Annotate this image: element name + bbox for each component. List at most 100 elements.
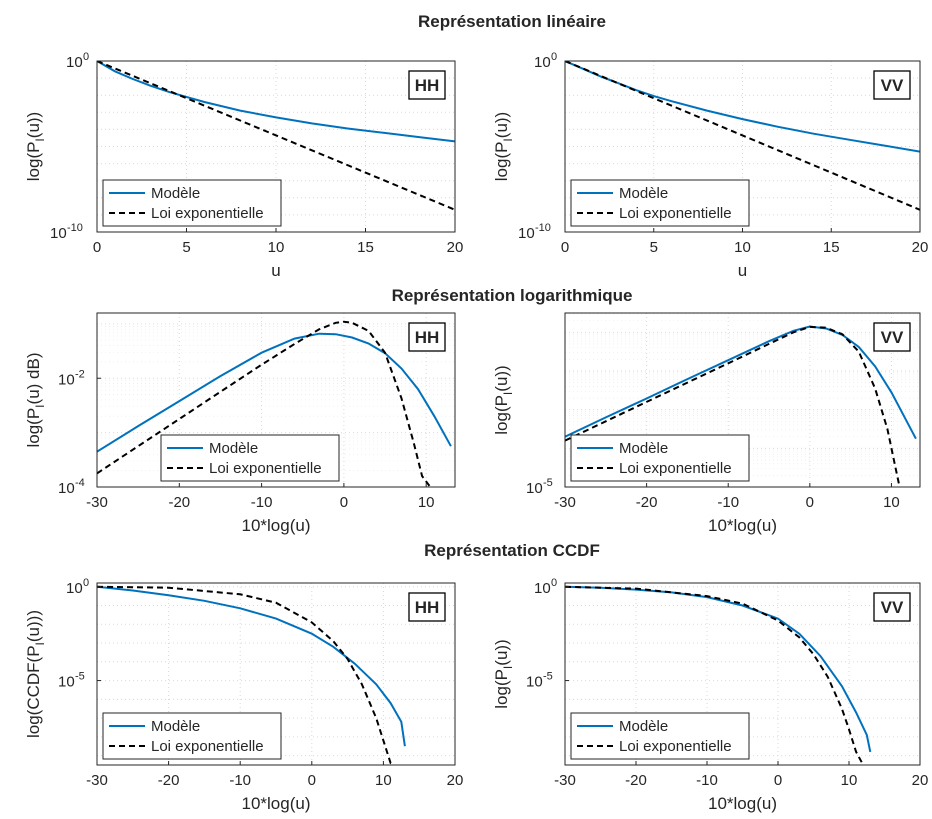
polarization-tag-box — [408, 322, 446, 352]
y-axis-label: log(PI(u)) — [24, 112, 47, 181]
legend-label: Modèle — [619, 440, 668, 457]
x-tick-label: 20 — [912, 772, 929, 789]
polarization-tag-box — [408, 592, 446, 622]
y-tick-label: 10 — [518, 225, 535, 242]
legend-box — [102, 179, 282, 227]
y-tick-exponent: 0 — [83, 577, 89, 589]
y-tick-label: 10 — [66, 580, 83, 597]
x-tick-label: 0 — [774, 772, 782, 789]
series-exponential-line — [97, 61, 455, 211]
x-tick-label: 5 — [182, 239, 190, 256]
row-title-linear: Représentation linéaire — [418, 12, 606, 31]
x-tick-label: 10 — [418, 494, 435, 511]
x-tick-label: -10 — [696, 772, 718, 789]
y-tick-exponent: 0 — [551, 577, 557, 589]
legend-label: Modèle — [209, 440, 258, 457]
legend-label: Loi exponentielle — [151, 205, 264, 222]
y-tick-exponent: -10 — [535, 222, 551, 234]
x-axis-label: 10*log(u) — [242, 794, 311, 813]
polarization-tag: VV — [881, 76, 904, 95]
x-tick-label: -10 — [251, 494, 273, 511]
x-tick-label: -30 — [554, 772, 576, 789]
x-tick-label: 10 — [883, 494, 900, 511]
series-model-line — [97, 332, 452, 453]
x-tick-label: 20 — [447, 239, 464, 256]
polarization-tag: HH — [415, 328, 440, 347]
x-tick-label: 10 — [268, 239, 285, 256]
y-tick-exponent: -4 — [75, 477, 85, 489]
series-exponential-line — [97, 585, 395, 765]
series-model-line — [97, 585, 406, 747]
legend-box — [570, 179, 750, 227]
axes-box — [96, 312, 456, 488]
x-tick-label: 15 — [823, 239, 840, 256]
y-tick-exponent: -5 — [543, 671, 553, 683]
y-tick-exponent: -5 — [75, 671, 85, 683]
x-tick-label: 20 — [912, 239, 929, 256]
x-axis-label: u — [271, 261, 280, 280]
y-axis-label: log(PI(u)) — [492, 639, 515, 708]
y-axis-label: log(CCDF(PI(u))) — [24, 610, 47, 738]
axes-box — [96, 582, 456, 766]
y-tick-label: 10 — [58, 371, 75, 388]
x-tick-label: 0 — [308, 772, 316, 789]
x-tick-label: 20 — [447, 772, 464, 789]
x-tick-label: -30 — [554, 494, 576, 511]
y-tick-exponent: 0 — [551, 51, 557, 63]
x-tick-label: -20 — [158, 772, 180, 789]
y-tick-label: 10 — [58, 480, 75, 497]
polarization-tag: VV — [881, 598, 904, 617]
x-tick-label: 10 — [841, 772, 858, 789]
x-axis-label: 10*log(u) — [708, 794, 777, 813]
y-tick-exponent: -2 — [75, 368, 85, 380]
legend-label: Loi exponentielle — [619, 460, 732, 477]
series-exponential-line — [565, 325, 901, 487]
legend-label: Loi exponentielle — [619, 738, 732, 755]
series-exponential-line — [97, 320, 432, 487]
y-axis-label: log(PI(u)) — [492, 365, 515, 434]
y-tick-exponent: -5 — [543, 477, 553, 489]
y-tick-exponent: -10 — [67, 222, 83, 234]
x-axis-label: 10*log(u) — [708, 516, 777, 535]
legend-label: Modèle — [151, 718, 200, 735]
legend-label: Loi exponentielle — [151, 738, 264, 755]
x-tick-label: 0 — [340, 494, 348, 511]
x-tick-label: -30 — [86, 494, 108, 511]
legend-box — [160, 434, 340, 482]
x-tick-label: -30 — [86, 772, 108, 789]
x-tick-label: 0 — [93, 239, 101, 256]
y-axis-label: log(PI(u) dB) — [24, 353, 47, 448]
y-tick-label: 10 — [58, 674, 75, 691]
legend-label: Modèle — [619, 718, 668, 735]
polarization-tag: VV — [881, 328, 904, 347]
row-title-log: Représentation logarithmique — [392, 286, 633, 305]
polarization-tag-box — [873, 70, 911, 100]
y-tick-label: 10 — [526, 480, 543, 497]
y-tick-label: 10 — [526, 674, 543, 691]
x-tick-label: 5 — [650, 239, 658, 256]
legend-box — [570, 712, 750, 760]
legend-label: Modèle — [619, 185, 668, 202]
axes-box — [564, 312, 921, 488]
x-tick-label: -10 — [717, 494, 739, 511]
x-tick-label: 0 — [806, 494, 814, 511]
x-tick-label: 10 — [734, 239, 751, 256]
x-tick-label: -20 — [168, 494, 190, 511]
y-axis-label: log(PI(u)) — [492, 112, 515, 181]
polarization-tag: HH — [415, 598, 440, 617]
series-exponential-line — [565, 61, 920, 211]
y-tick-label: 10 — [534, 54, 551, 71]
series-model-line — [97, 61, 455, 143]
x-axis-label: u — [738, 261, 747, 280]
y-tick-label: 10 — [534, 580, 551, 597]
polarization-tag-box — [873, 592, 911, 622]
x-tick-label: 10 — [375, 772, 392, 789]
axes-box — [564, 582, 921, 766]
x-tick-label: 0 — [561, 239, 569, 256]
polarization-tag-box — [873, 322, 911, 352]
